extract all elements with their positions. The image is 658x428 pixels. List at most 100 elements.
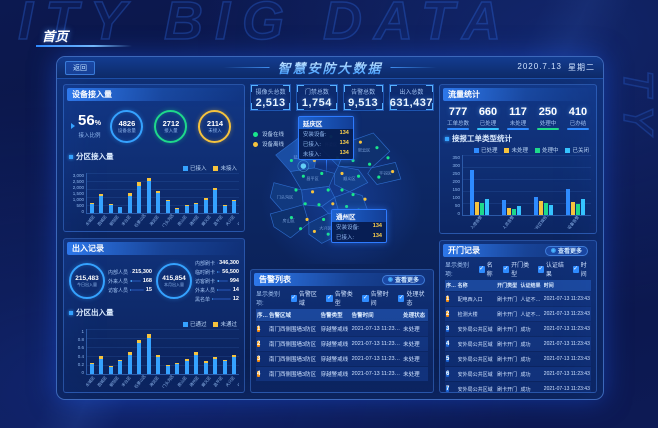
table-row[interactable]: 4 南门西侧围墙3防区 穿越警戒线 2021-07-13 11:23:43 未处理 bbox=[256, 367, 428, 381]
map-tooltip-row-value: 134 bbox=[339, 150, 349, 156]
group-bar bbox=[565, 189, 570, 215]
group-bar bbox=[469, 170, 474, 215]
flow-label: 已处理 bbox=[479, 121, 497, 127]
table-cell: 2021-07-13 11:23:43 bbox=[543, 311, 590, 317]
flow-underline bbox=[447, 128, 469, 130]
table-cell: 穿越警戒线 bbox=[320, 342, 349, 348]
access-group: 415,854 本月出入量 内部刷卡 346,300 临时刷卡 56,500 访客刷卡 994… bbox=[156, 260, 239, 303]
filter-item-label: 告警类型 bbox=[334, 292, 353, 307]
stacked-bar bbox=[108, 173, 113, 213]
filter-item-label: 告警时间 bbox=[370, 292, 389, 307]
bar-group bbox=[501, 155, 521, 215]
table-header-cell: 序号 bbox=[257, 313, 269, 319]
filter-checkbox-item: ✓ 开门类型 bbox=[503, 260, 532, 278]
legend-label: 未通过 bbox=[220, 322, 237, 328]
filter-item-label: 时间 bbox=[580, 263, 587, 278]
map-legend-label: 设备在线 bbox=[262, 132, 285, 138]
chart-legend: 已处理 未处理 处理中 已关闭 bbox=[447, 146, 589, 154]
row-index-cell: 2 bbox=[445, 310, 457, 318]
map-district-label: 顺义区 bbox=[343, 175, 355, 181]
bar-segment bbox=[108, 366, 113, 368]
stacked-bar bbox=[127, 329, 132, 374]
tab-home[interactable]: 首页 bbox=[42, 29, 69, 44]
table-row[interactable]: 3 南门西侧围墙3防区 穿越警戒线 2021-07-13 11:23:43 未处理 bbox=[256, 352, 428, 366]
access-row-bar-fill bbox=[217, 280, 219, 282]
y-tick: 3,000 bbox=[72, 173, 84, 178]
x-tick-label: 石景山区 bbox=[133, 214, 147, 227]
table-row[interactable]: 4 安外局公共区域 刷卡开门 成功 2021-07-13 11:23:43 bbox=[445, 337, 591, 351]
y-axis: 350 300 250 200 150 100 50 0 bbox=[445, 155, 462, 216]
bar-segment bbox=[222, 361, 227, 374]
checkbox-checked-icon[interactable]: ✓ bbox=[362, 294, 369, 302]
device-online-marker bbox=[289, 158, 293, 163]
table-header-row: 序号 告警区域 告警类型 告警时间 处理状态 bbox=[256, 309, 428, 321]
table-row[interactable]: 1 配电西入口 刷卡开门人证不匹配2021-07-13 11:23:43 bbox=[445, 292, 591, 306]
checkbox-checked-icon[interactable]: ✓ bbox=[537, 265, 544, 273]
flow-value: 250 bbox=[538, 106, 558, 118]
dashboard-content: 设备接入量 56% 接入比例 4826 设备总量 2712 接入量 2114 未接入 分区… bbox=[57, 79, 603, 399]
background-side-watermark: TY bbox=[614, 69, 658, 144]
bar-segment bbox=[165, 364, 170, 366]
table-header-cell: 告警区域 bbox=[269, 313, 292, 319]
donut-label: 本月出入量 bbox=[164, 281, 184, 287]
legend-chip bbox=[565, 147, 571, 153]
map-tooltip-row: 已接入: 134 bbox=[332, 232, 386, 242]
table-cell: 2021-07-13 11:23:43 bbox=[543, 386, 590, 392]
table-row[interactable]: 1 南门西侧围墙3防区 穿越警戒线 2021-07-13 11:23:43 未处理 bbox=[256, 322, 428, 336]
checkbox-checked-icon[interactable]: ✓ bbox=[326, 294, 333, 302]
table-row[interactable]: 5 安外局公共区域 刷卡开门 成功 2021-07-13 11:23:43 bbox=[445, 352, 591, 366]
bar-segment bbox=[184, 360, 189, 374]
x-tick-label: 门头沟区 bbox=[161, 214, 175, 227]
background-watermark-text: ITY BIG DATA bbox=[17, 0, 513, 52]
row-index-badge: 7 bbox=[446, 386, 450, 392]
x-tick-label: 入侵告警 bbox=[469, 216, 484, 229]
x-tick-label: 石景山区 bbox=[133, 375, 147, 388]
table-row[interactable]: 3 安外局公共区域 刷卡开门 成功 2021-07-13 11:23:43 bbox=[445, 322, 591, 336]
right-column: 流量统计 777 工单总数 660 已处理 117 未处理 250 处理中 410 已办结 接报工… bbox=[439, 84, 597, 393]
checkbox-checked-icon[interactable]: ✓ bbox=[572, 265, 579, 273]
stacked-bar bbox=[194, 329, 199, 374]
stacked-bar bbox=[175, 329, 180, 374]
table-cell: 成功 bbox=[520, 371, 531, 378]
stacked-bar bbox=[184, 329, 189, 374]
group-bar bbox=[501, 200, 506, 215]
y-tick: 500 bbox=[76, 203, 84, 208]
device-offline-marker bbox=[358, 140, 362, 144]
stacked-bar bbox=[203, 173, 208, 213]
door-filter-row: 显示类别项: ✓ 名称 ✓ 开门类型 ✓ 认证结果 ✓ 时间 bbox=[445, 260, 591, 278]
panel-flow-title: 流量统计 bbox=[443, 88, 593, 101]
stat-label: 门禁总数 bbox=[304, 89, 329, 96]
table-row[interactable]: 2 南门西侧围墙3防区 穿越警戒线 2021-07-13 11:23:43 未处理 bbox=[256, 337, 428, 351]
access-percent: 56% 接入比例 bbox=[71, 113, 101, 139]
table-row[interactable]: 6 安外局公共区域 刷卡开门 成功 2021-07-13 11:23:43 bbox=[445, 367, 591, 381]
legend-item: 已处理 bbox=[473, 146, 497, 154]
back-button[interactable]: 返回 bbox=[65, 60, 95, 75]
access-percent-label: 接入比例 bbox=[78, 132, 101, 139]
panel-access-records-title: 出入记录 bbox=[67, 242, 241, 255]
legend-label: 已通过 bbox=[189, 322, 207, 328]
map-tooltip-row: 未接入: 134 bbox=[299, 149, 353, 159]
checkbox-checked-icon[interactable]: ✓ bbox=[398, 294, 405, 302]
access-row-bar bbox=[130, 280, 141, 282]
access-row-label: 访客刷卡 bbox=[195, 278, 216, 285]
door-view-more-button[interactable]: ◉ 查看更多 bbox=[544, 245, 588, 256]
table-row[interactable]: 7 安外局公共区域 刷卡开门 成功 2021-07-13 11:23:43 bbox=[445, 382, 591, 392]
bullet-icon bbox=[69, 310, 73, 315]
checkbox-checked-icon[interactable]: ✓ bbox=[503, 265, 510, 273]
row-index-cell: 3 bbox=[445, 325, 457, 333]
group-bar bbox=[548, 204, 553, 215]
table-row[interactable]: 2 检测大楼 刷卡开门人证不匹配2021-07-13 11:23:43 bbox=[445, 307, 591, 321]
bar-segment bbox=[184, 205, 189, 213]
stat-value: 631,437 bbox=[389, 96, 434, 109]
stacked-bar bbox=[184, 173, 189, 213]
chart-legend: 已通过 未通过 bbox=[71, 320, 237, 328]
row-index-badge: 2 bbox=[257, 341, 261, 347]
device-donut: 4826 设备总量 bbox=[110, 109, 144, 143]
access-row: 外来人员 14 bbox=[195, 287, 239, 294]
checkbox-checked-icon[interactable]: ✓ bbox=[478, 265, 485, 273]
bar-group bbox=[565, 155, 585, 215]
checkbox-checked-icon[interactable]: ✓ bbox=[290, 294, 297, 302]
map-tooltip-row-label: 安装设备: bbox=[302, 132, 327, 138]
device-online-marker bbox=[356, 174, 361, 178]
alarm-view-more-button[interactable]: ◉ 查看更多 bbox=[381, 274, 425, 285]
